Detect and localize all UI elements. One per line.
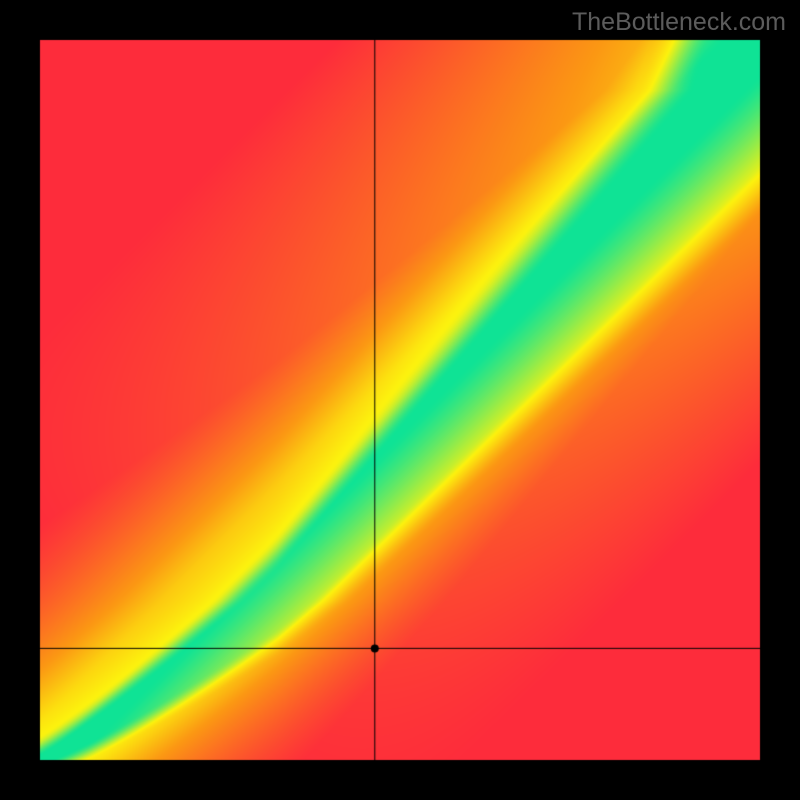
chart-container: TheBottleneck.com — [0, 0, 800, 800]
watermark-text: TheBottleneck.com — [572, 8, 786, 37]
heatmap-canvas — [0, 0, 800, 800]
